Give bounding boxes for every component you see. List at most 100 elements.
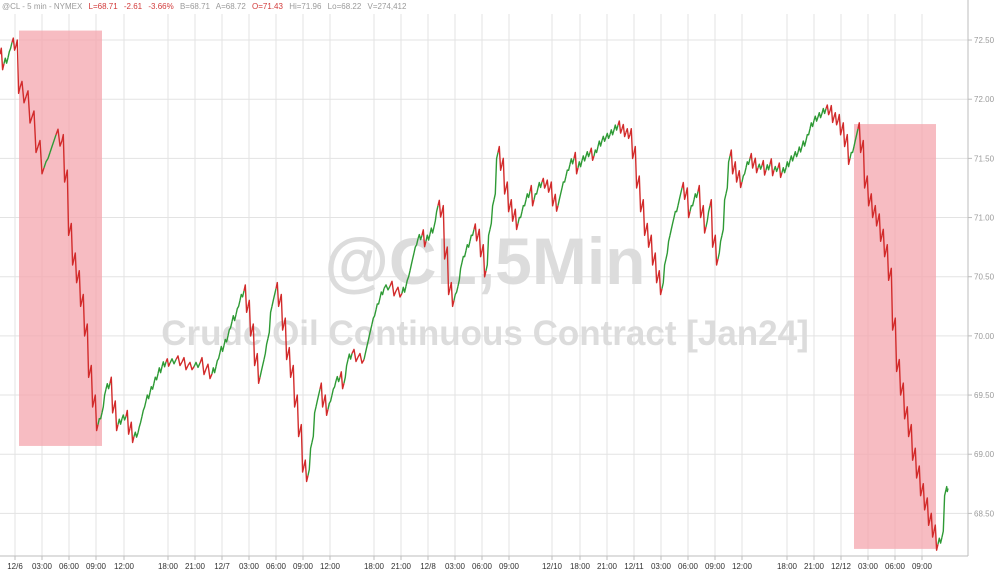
x-tick-label: 12/7	[214, 562, 230, 571]
price-segment	[77, 270, 83, 308]
price-segment	[31, 110, 39, 154]
header-change-pct: -3.66%	[148, 2, 173, 11]
price-segment	[307, 442, 313, 476]
price-segment	[3, 57, 9, 64]
price-segment	[81, 293, 87, 337]
price-segment	[773, 165, 779, 173]
header-last: L=68.71	[89, 2, 119, 11]
price-segment	[357, 352, 365, 364]
price-segment	[685, 187, 691, 219]
y-tick-label: 71.00	[974, 214, 995, 223]
price-segment	[169, 358, 177, 365]
header-high: Hi=71.96	[289, 2, 322, 11]
price-segment	[821, 107, 827, 115]
price-segment	[25, 90, 33, 124]
price-segment	[765, 164, 771, 171]
price-segment	[239, 290, 245, 301]
price-segment	[55, 128, 63, 147]
price-segment	[557, 187, 563, 206]
x-tick-label: 09:00	[293, 562, 314, 571]
price-segment	[573, 151, 579, 175]
price-segment	[389, 280, 397, 297]
price-segment	[187, 361, 195, 371]
price-segment	[205, 363, 213, 380]
price-segment	[593, 146, 599, 157]
price-segment	[757, 163, 763, 170]
price-segment	[597, 140, 603, 147]
price-segment	[701, 204, 707, 234]
price-segment	[157, 366, 163, 374]
price-segment	[231, 314, 237, 322]
x-tick-label: 18:00	[158, 562, 179, 571]
price-segment	[19, 80, 27, 104]
price-segment	[645, 222, 651, 248]
price-segment	[453, 286, 459, 301]
price-segment	[781, 167, 787, 174]
price-segment	[941, 489, 947, 538]
x-tick-label: 06:00	[678, 562, 699, 571]
price-segment	[425, 233, 431, 242]
price-segment	[303, 459, 309, 483]
x-tick-label: 03:00	[239, 562, 260, 571]
y-tick-label: 70.50	[974, 273, 995, 282]
price-segment	[89, 364, 95, 408]
price-segment	[271, 288, 277, 307]
x-tick-label: 06:00	[885, 562, 906, 571]
price-segment	[705, 205, 711, 228]
price-segment	[7, 42, 13, 58]
price-segment	[327, 394, 333, 410]
price-segment	[513, 208, 519, 231]
price-segment	[789, 155, 795, 162]
x-tick-label: 18:00	[777, 562, 798, 571]
price-segment	[797, 146, 803, 153]
price-segment	[319, 382, 325, 408]
price-segment	[379, 288, 385, 299]
price-segment	[413, 238, 419, 254]
price-segment	[589, 147, 595, 161]
price-segment	[371, 309, 377, 325]
x-tick-label: 09:00	[499, 562, 520, 571]
price-segment	[299, 423, 305, 473]
x-tick-label: 12/8	[420, 562, 436, 571]
price-segment	[697, 184, 703, 219]
price-segment	[801, 140, 807, 147]
price-segment	[145, 392, 151, 402]
price-segment	[295, 394, 301, 438]
price-segment	[235, 300, 241, 315]
price-segment	[785, 160, 791, 168]
price-segment	[441, 204, 447, 260]
price-segment	[853, 128, 859, 147]
y-tick-label: 72.50	[974, 36, 995, 45]
price-segment	[521, 199, 527, 212]
price-segment	[809, 120, 815, 129]
price-segment	[537, 181, 543, 189]
price-segment	[901, 382, 907, 420]
price-segment	[457, 262, 463, 287]
header-change: -2.61	[124, 2, 143, 11]
price-segment	[669, 217, 675, 236]
price-segment	[279, 293, 285, 331]
price-segment	[489, 199, 495, 230]
price-segment	[311, 406, 317, 443]
x-tick-label: 03:00	[651, 562, 672, 571]
price-segment	[561, 175, 567, 189]
price-segment	[745, 158, 751, 168]
price-segment	[449, 281, 455, 308]
price-segment	[473, 223, 479, 242]
price-segment	[211, 366, 217, 374]
price-segment	[661, 258, 667, 289]
price-segment	[429, 226, 435, 235]
watermark-contract-name: Crude Oil Continuous Contract [Jan24]	[161, 314, 809, 353]
price-segment	[929, 512, 935, 538]
price-segment	[339, 371, 345, 390]
price-segment	[141, 400, 147, 417]
header-low: Lo=68.22	[328, 2, 362, 11]
price-segment	[11, 37, 17, 51]
price-segment	[49, 134, 57, 153]
price-segment	[291, 364, 297, 408]
price-segment	[105, 383, 111, 390]
highlight-region	[19, 30, 102, 446]
price-segment	[405, 270, 411, 287]
price-segment	[893, 317, 899, 373]
price-segment	[255, 352, 261, 384]
